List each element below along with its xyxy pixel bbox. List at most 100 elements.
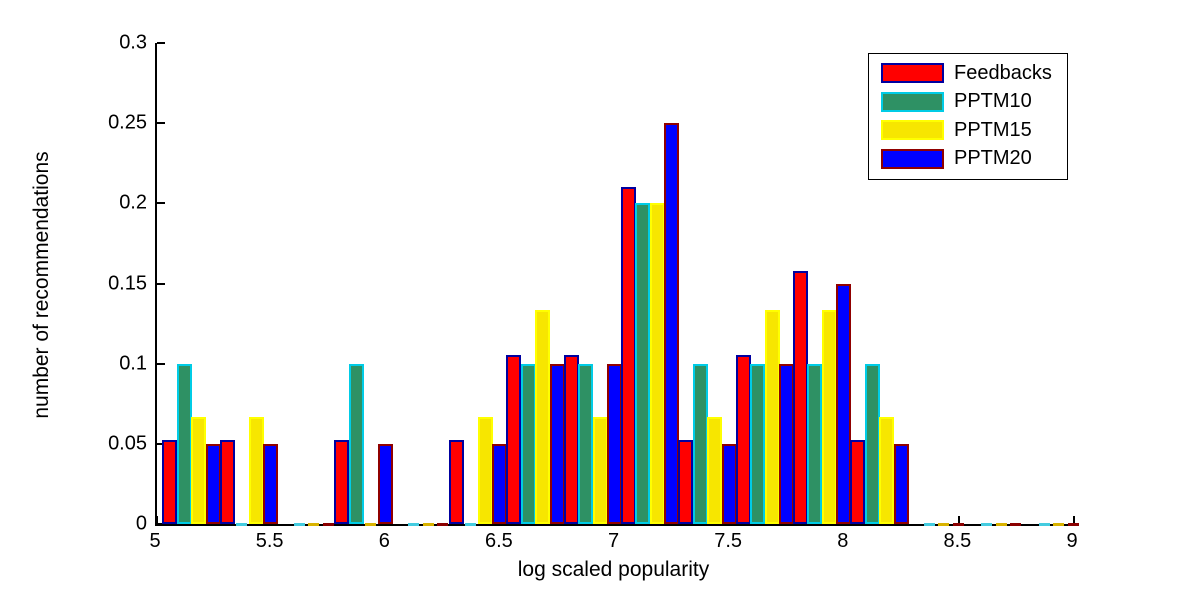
zero-bar-mark-pptm15: [938, 523, 950, 526]
bar-pptm20: [779, 363, 794, 524]
bar-feedbacks: [620, 186, 636, 524]
legend-swatch-pptm10: [881, 91, 944, 112]
zero-bar-mark-pptm20: [1067, 523, 1079, 526]
bar-pptm20: [893, 443, 909, 524]
zero-bar-mark-pptm15: [308, 523, 319, 526]
bar-pptm20: [664, 123, 680, 524]
x-tick: [1073, 516, 1075, 524]
x-tick-label: 5: [149, 530, 161, 552]
bar-pptm20: [836, 283, 852, 524]
bar-pptm20: [205, 443, 221, 524]
y-tick: [157, 282, 165, 285]
bar-pptm15: [707, 417, 723, 524]
bar-feedbacks: [219, 439, 235, 524]
x-tick-label: 5.5: [255, 530, 284, 552]
bar-pptm15: [879, 417, 895, 524]
zero-bar-mark-pptm20: [1010, 523, 1022, 526]
bar-pptm15: [764, 310, 780, 524]
x-tick: [156, 516, 158, 524]
x-tick-label: 8.5: [943, 530, 972, 552]
zero-bar-mark-pptm15: [995, 523, 1007, 526]
y-tick-label: 0: [135, 512, 147, 535]
y-tick: [157, 42, 165, 44]
bar-pptm10: [348, 363, 364, 524]
bar-pptm10: [864, 363, 880, 524]
y-tick: [157, 442, 165, 445]
bar-pptm10: [750, 363, 765, 524]
x-tick-label: 7: [607, 530, 620, 552]
x-tick-label: 7.5: [714, 530, 743, 552]
x-tick-label: 8: [837, 530, 849, 552]
zero-bar-mark-pptm10: [293, 523, 305, 526]
y-tick-label: 0.2: [119, 191, 147, 214]
bar-pptm20: [607, 363, 623, 524]
x-tick: [958, 516, 961, 524]
bar-pptm15: [649, 203, 665, 524]
bar-pptm20: [549, 363, 565, 524]
zero-bar-mark-pptm15: [422, 523, 434, 526]
y-tick: [157, 523, 165, 525]
zero-bar-mark-pptm10: [236, 523, 248, 526]
legend-label: PPTM10: [954, 90, 1032, 112]
x-tick-label: 6: [378, 530, 390, 552]
zero-bar-mark-pptm15: [365, 523, 377, 526]
zero-bar-mark-pptm15: [1053, 523, 1065, 526]
legend-item-feedbacks: Feedbacks: [881, 62, 1052, 84]
bar-feedbacks: [850, 439, 866, 524]
y-tick-label: 0.1: [119, 352, 147, 375]
bar-pptm10: [578, 363, 594, 524]
legend-item-pptm20: PPTM20: [881, 147, 1032, 170]
bar-feedbacks: [678, 439, 694, 524]
bar-feedbacks: [563, 355, 579, 524]
x-axis-label: log scaled popularity: [517, 558, 710, 581]
zero-bar-mark-pptm10: [408, 523, 420, 526]
bar-feedbacks: [334, 439, 350, 524]
bar-pptm20: [263, 443, 279, 524]
bar-feedbacks: [506, 355, 522, 524]
legend-item-pptm15: PPTM15: [881, 119, 1032, 141]
legend-item-pptm10: PPTM10: [881, 90, 1032, 113]
bar-pptm15: [592, 417, 608, 524]
zero-bar-mark-pptm20: [322, 523, 334, 526]
legend-swatch-pptm15: [881, 120, 944, 140]
bar-pptm15: [821, 310, 837, 524]
zero-bar-mark-pptm10: [981, 523, 993, 526]
bar-feedbacks: [792, 270, 808, 524]
bar-feedbacks: [735, 355, 751, 524]
legend-swatch-pptm20: [881, 148, 944, 169]
y-tick: [157, 202, 165, 205]
bar-pptm10: [520, 363, 536, 524]
y-tick-label: 0.15: [108, 272, 147, 294]
bar-feedbacks: [162, 439, 178, 524]
bar-pptm20: [721, 443, 737, 524]
bar-feedbacks: [448, 439, 464, 524]
zero-bar-mark-pptm20: [437, 523, 449, 526]
bar-pptm10: [807, 363, 823, 524]
zero-bar-mark-pptm10: [923, 523, 935, 526]
bar-pptm15: [191, 417, 207, 524]
zero-bar-mark-pptm20: [952, 523, 964, 526]
y-tick-label: 0.3: [119, 31, 147, 54]
y-tick-label: 0.25: [108, 111, 147, 134]
legend: Feedbacks PPTM10 PPTM15 PPTM20: [868, 53, 1068, 180]
bar-pptm20: [377, 443, 393, 524]
legend-swatch-feedbacks: [881, 63, 944, 83]
x-tick-label: 6.5: [484, 530, 513, 552]
bar-pptm15: [248, 417, 264, 524]
plot-area: [155, 42, 1079, 526]
bar-pptm15: [535, 310, 551, 524]
y-tick: [157, 362, 165, 365]
bar-pptm20: [492, 443, 508, 524]
bar-pptm15: [477, 417, 493, 524]
zero-bar-mark-pptm10: [1038, 523, 1050, 526]
legend-label: Feedbacks: [954, 61, 1052, 84]
bar-pptm10: [176, 363, 192, 524]
y-axis-label: number of recommendations: [30, 151, 53, 419]
y-tick-label: 0.05: [108, 432, 147, 455]
bar-pptm10: [692, 363, 708, 524]
x-tick-label: 9: [1066, 530, 1078, 552]
bar-pptm10: [635, 203, 651, 524]
zero-bar-mark-pptm10: [465, 523, 477, 526]
y-tick: [157, 122, 165, 125]
